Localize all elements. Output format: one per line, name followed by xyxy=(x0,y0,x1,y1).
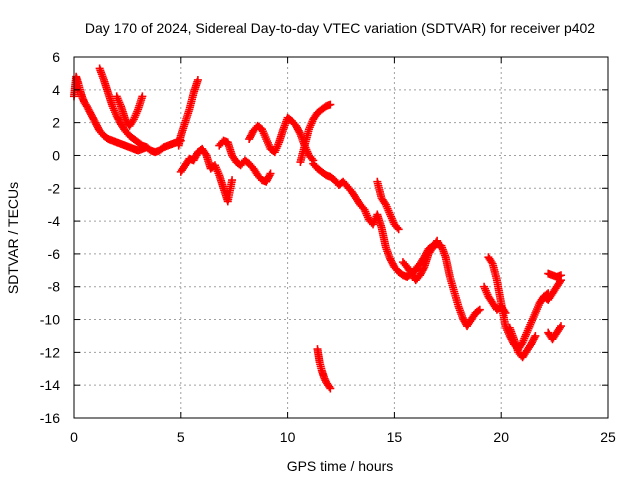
series-track-p xyxy=(535,276,566,308)
series-track-d xyxy=(176,144,237,206)
data-point xyxy=(557,322,566,331)
y-tick-label: 2 xyxy=(52,115,60,131)
data-point xyxy=(326,100,335,109)
data-point xyxy=(228,176,237,185)
data-markers xyxy=(70,64,566,393)
data-point xyxy=(500,307,509,316)
series-track-g xyxy=(245,113,318,165)
x-tick-label: 10 xyxy=(280,429,296,445)
data-point xyxy=(419,264,428,273)
series-track-o xyxy=(505,323,540,362)
series-track-c xyxy=(112,92,147,130)
data-point xyxy=(265,171,274,180)
y-tick-label: -4 xyxy=(48,213,61,229)
series-track-f xyxy=(215,136,275,186)
y-tick-label: 0 xyxy=(52,147,60,163)
x-tick-label: 15 xyxy=(387,429,403,445)
series-track-q xyxy=(544,269,566,281)
data-point xyxy=(432,238,441,247)
y-tick-label: -10 xyxy=(40,312,60,328)
data-point xyxy=(393,223,402,232)
data-point xyxy=(193,75,202,84)
data-point xyxy=(531,331,540,340)
x-tick-label: 0 xyxy=(70,429,78,445)
data-point xyxy=(326,384,335,393)
series-track-s xyxy=(313,345,335,393)
data-point xyxy=(201,149,210,158)
data-point xyxy=(266,169,275,178)
series-track-e xyxy=(174,75,202,150)
data-point xyxy=(475,305,484,314)
data-point xyxy=(433,236,442,245)
y-tick-label: -2 xyxy=(48,180,61,196)
series-track-b xyxy=(95,64,151,152)
y-tick-label: -8 xyxy=(48,279,61,295)
data-point xyxy=(557,271,566,280)
series-track-n xyxy=(480,282,510,317)
series-track-r xyxy=(544,322,566,344)
y-tick-label: -12 xyxy=(40,344,60,360)
x-tick-label: 20 xyxy=(493,429,509,445)
data-point xyxy=(394,225,403,234)
data-point xyxy=(325,382,334,391)
data-point xyxy=(487,258,496,267)
y-tick-label: -14 xyxy=(40,377,60,393)
series-track-l xyxy=(398,236,442,285)
y-tick-label: -16 xyxy=(40,410,60,426)
data-point xyxy=(142,143,151,152)
y-tick-label: 6 xyxy=(52,49,60,65)
x-axis-title: GPS time / hours xyxy=(287,458,394,474)
x-tick-label: 25 xyxy=(600,429,616,445)
plot-frame xyxy=(73,56,609,419)
data-point xyxy=(530,333,539,342)
series-track-i xyxy=(309,159,420,281)
series-track-j xyxy=(373,177,403,234)
y-tick-label: -6 xyxy=(48,246,61,262)
data-point xyxy=(138,92,147,101)
data-point xyxy=(295,128,304,137)
y-tick-label: 4 xyxy=(52,82,60,98)
data-point xyxy=(555,323,564,332)
data-point xyxy=(501,308,510,317)
data-point xyxy=(307,154,316,163)
axes: 0 5 10 15 20 25 -16 -14 -12 -10 -8 -6 -4 -2 0 2 4 6 xyxy=(40,49,616,445)
x-tick-label: 5 xyxy=(177,429,185,445)
y-axis-title: SDTVAR / TECUs xyxy=(5,182,21,294)
data-point xyxy=(474,306,483,315)
chart-title: Day 170 of 2024, Sidereal Day-to-day VTE… xyxy=(85,20,595,36)
series-track-h xyxy=(296,100,335,167)
